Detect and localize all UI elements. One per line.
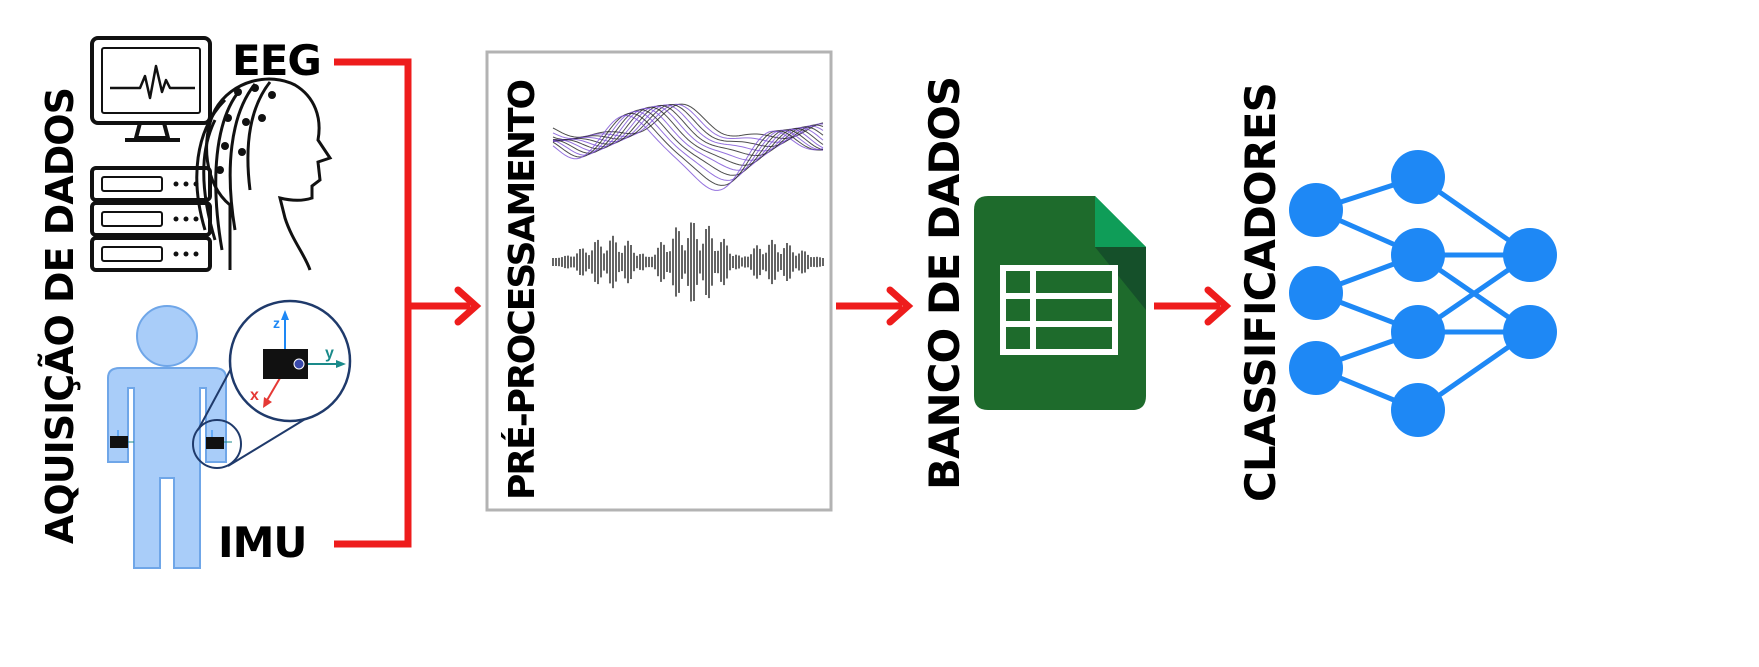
eeg-wave-line <box>552 114 824 191</box>
eeg-wave-line <box>552 103 824 140</box>
human-body-icon <box>107 305 227 569</box>
label-classifiers: CLASSIFICADORES <box>1236 83 1285 502</box>
eeg-wave-line <box>552 104 824 157</box>
eeg-monitor-icon <box>90 36 212 272</box>
imu-sensor-left <box>110 430 134 448</box>
wave-layer-gradient <box>552 324 822 483</box>
label-database: BANCO DE DADOS <box>920 76 969 490</box>
neural-network-icon <box>1289 150 1557 437</box>
merge-connector <box>334 58 482 548</box>
label-acquisition: AQUISIÇÃO DE DADOS <box>38 88 82 544</box>
imu-sensor-right <box>192 419 242 469</box>
axis-label-x: x <box>250 387 259 404</box>
wave-layer-audio <box>552 222 824 302</box>
eeg-wave-line <box>552 104 824 152</box>
spreadsheet-icon <box>974 196 1146 410</box>
label-preprocessing: PRÉ-PROCESSAMENTO <box>502 80 543 500</box>
eeg-wave-line <box>552 112 824 186</box>
label-imu: IMU <box>218 518 308 567</box>
axis-label-y: y <box>325 345 334 362</box>
arrow-to-database <box>836 286 914 326</box>
eeg-wave-line <box>552 109 824 176</box>
axis-label-z: z <box>273 315 280 331</box>
eeg-wave-line <box>552 103 824 143</box>
wave-layer-eeg <box>552 103 824 191</box>
arrow-to-classifiers <box>1154 286 1232 326</box>
imu-sensor-icon: z y x <box>228 299 352 423</box>
label-eeg: EEG <box>232 36 322 85</box>
preprocessing-box <box>485 50 833 512</box>
eeg-head-icon <box>195 77 333 271</box>
